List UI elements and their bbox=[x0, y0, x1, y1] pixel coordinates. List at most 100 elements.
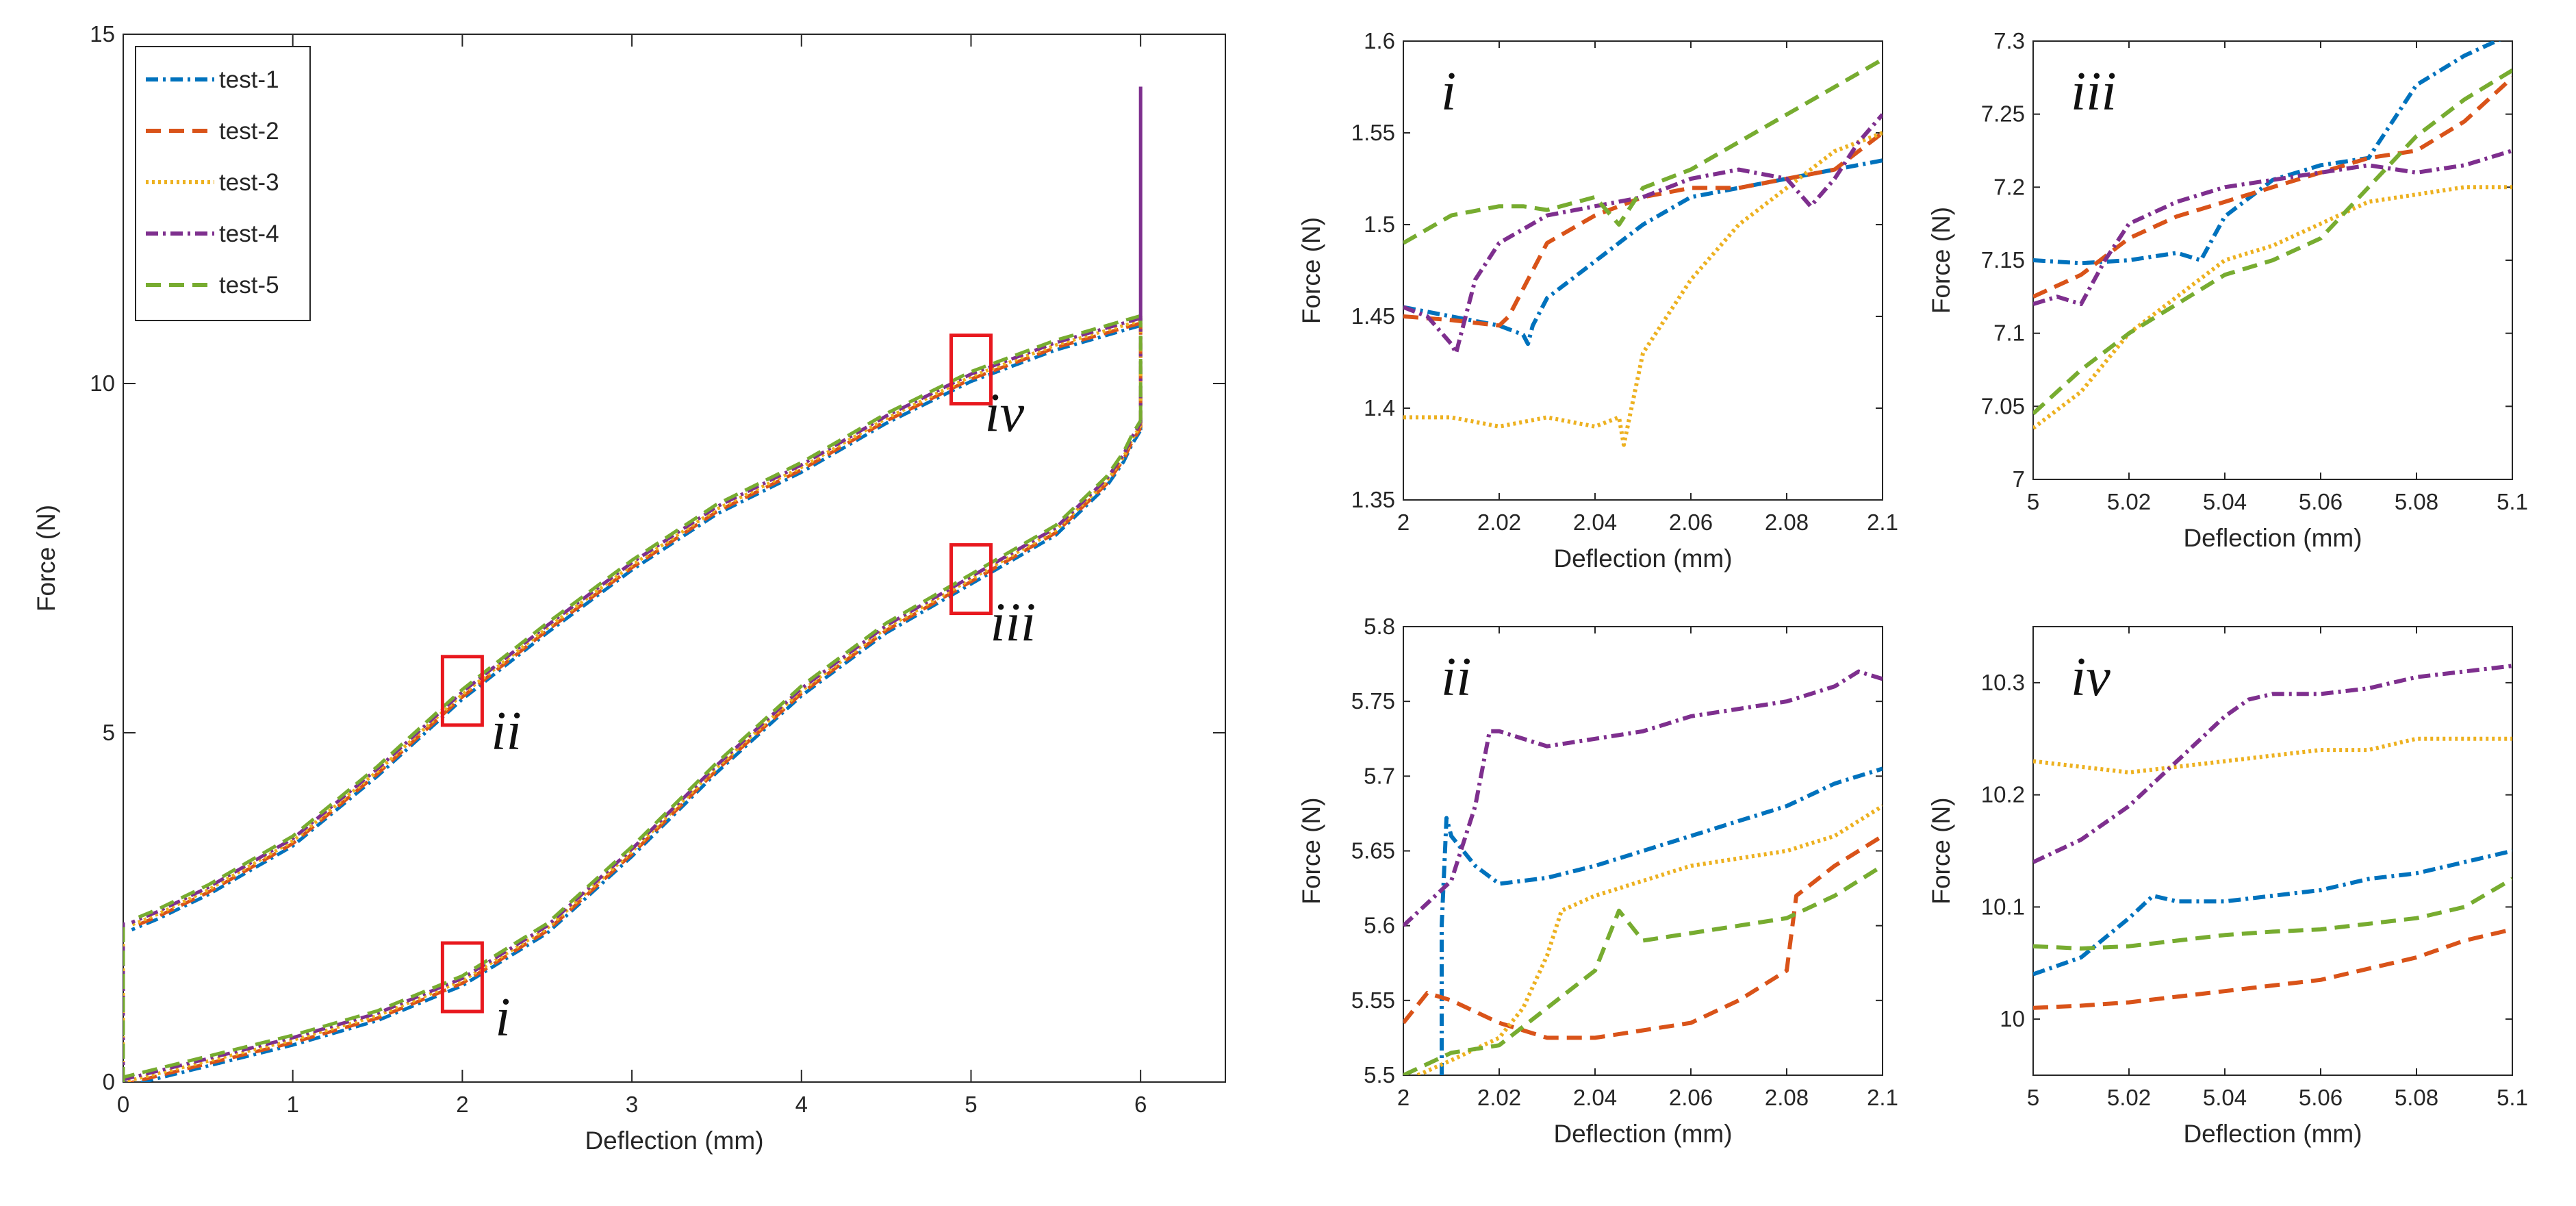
unloading-line-test-1 bbox=[131, 323, 1141, 931]
series-lines bbox=[1403, 669, 1883, 1075]
zoom-box-iii bbox=[949, 543, 993, 616]
loading-line-test-3 bbox=[123, 424, 1143, 1082]
x-axis-label: Deflection (mm) bbox=[1553, 544, 1732, 573]
x-tick-label: 2 bbox=[1397, 1085, 1410, 1110]
series-line-test-4 bbox=[1403, 669, 1883, 927]
x-tick-label: 2.02 bbox=[1477, 510, 1521, 535]
x-tick-label: 2.06 bbox=[1669, 1085, 1713, 1110]
series-line-test-1 bbox=[2033, 41, 2501, 266]
plot-i: 2 2.02 2.04 2.06 2.08 2.1 1.35 1.4 1.45 1.5 1.55 1.… bbox=[1297, 28, 1898, 573]
y-tick-label: 5 bbox=[103, 720, 115, 745]
zoom-box-iv bbox=[949, 334, 993, 406]
series-line-test-5 bbox=[1403, 58, 1883, 245]
panel-label-iii: iii bbox=[2071, 62, 2117, 122]
legend-label-test-5: test-5 bbox=[219, 272, 279, 299]
zoom-label-iii: iii bbox=[990, 593, 1036, 653]
y-tick-label: 7.2 bbox=[1993, 174, 2025, 199]
x-tick-label: 4 bbox=[795, 1092, 808, 1117]
y-axis-label: Force (N) bbox=[1927, 797, 1955, 904]
series-line-test-3 bbox=[2033, 185, 2512, 430]
x-tick-label: 2.08 bbox=[1765, 510, 1809, 535]
zoom-label-iv: iv bbox=[984, 384, 1024, 444]
plot-ii: 2 2.02 2.04 2.06 2.08 2.1 5.5 5.55 5.6 5.65 5.7 5.7… bbox=[1297, 614, 1898, 1148]
x-tick-label: 5 bbox=[2027, 489, 2039, 514]
x-tick-label: 1 bbox=[287, 1092, 299, 1117]
loading-line-test-4 bbox=[123, 422, 1143, 1081]
y-tick-label: 5.65 bbox=[1351, 838, 1395, 864]
zoom-label-ii: ii bbox=[491, 701, 521, 762]
y-axis-label: Force (N) bbox=[32, 505, 60, 612]
x-tick-label: 3 bbox=[626, 1092, 638, 1117]
legend-label-test-1: test-1 bbox=[219, 66, 279, 93]
unloading-line-test-5 bbox=[131, 314, 1141, 922]
y-tick-label: 10.3 bbox=[1981, 670, 2025, 695]
panel-label-i: i bbox=[1441, 62, 1456, 122]
axes-box bbox=[123, 34, 1226, 1083]
series-line-test-1 bbox=[1440, 766, 1883, 1075]
y-tick-label: 7.3 bbox=[1993, 28, 2025, 53]
x-axis-label: Deflection (mm) bbox=[2183, 1120, 2362, 1148]
x-tick-label: 2.1 bbox=[1867, 1085, 1898, 1110]
x-tick-label: 2.1 bbox=[1867, 510, 1898, 535]
x-tick-label: 5.02 bbox=[2107, 1085, 2151, 1110]
y-tick-label: 1.6 bbox=[1364, 28, 1395, 53]
loading-line-test-1 bbox=[123, 429, 1143, 1082]
series-lines bbox=[2033, 664, 2512, 1010]
y-axis-label: Force (N) bbox=[1297, 797, 1325, 904]
x-tick-label: 5 bbox=[2027, 1085, 2039, 1110]
series-line-test-4 bbox=[2033, 149, 2512, 306]
x-tick-label: 5.08 bbox=[2395, 1085, 2438, 1110]
legend: test-1 test-2 test-3 test-4 test-5 bbox=[135, 46, 311, 321]
series-line-test-3 bbox=[2033, 736, 2512, 775]
x-tick-label: 2.04 bbox=[1573, 510, 1617, 535]
series-line-test-4 bbox=[2033, 664, 2512, 864]
unloading-line-test-2 bbox=[131, 321, 1141, 929]
y-tick-label: 7 bbox=[2013, 466, 2025, 492]
x-tick-label: 5.04 bbox=[2203, 1085, 2247, 1110]
y-tick-label: 10.2 bbox=[1981, 782, 2025, 807]
x-axis-label: Deflection (mm) bbox=[585, 1127, 763, 1155]
x-tick-label: 5.06 bbox=[2299, 1085, 2343, 1110]
loading-line-test-5 bbox=[123, 419, 1143, 1081]
series-line-test-2 bbox=[2033, 76, 2512, 299]
x-tick-label: 2.04 bbox=[1573, 1085, 1617, 1110]
y-tick-label: 1.55 bbox=[1351, 120, 1395, 145]
x-tick-label: 5.08 bbox=[2395, 489, 2438, 514]
x-tick-label: 5.1 bbox=[2497, 489, 2528, 514]
y-tick-label: 5.7 bbox=[1364, 763, 1395, 788]
x-tick-label: 5.04 bbox=[2203, 489, 2247, 514]
x-tick-label: 5.02 bbox=[2107, 489, 2151, 514]
series-line-test-1 bbox=[1403, 158, 1883, 347]
y-tick-label: 5.8 bbox=[1364, 614, 1395, 639]
panel-label-iv: iv bbox=[2071, 647, 2110, 707]
y-tick-label: 7.15 bbox=[1981, 247, 2025, 273]
y-tick-label: 5.5 bbox=[1364, 1062, 1395, 1088]
series-line-test-5 bbox=[2033, 877, 2512, 951]
x-tick-label: 5 bbox=[965, 1092, 977, 1117]
legend-label-test-3: test-3 bbox=[219, 169, 279, 196]
series-line-test-1 bbox=[2033, 849, 2512, 977]
panel-label-ii: ii bbox=[1441, 647, 1471, 707]
unloading-line-test-3 bbox=[131, 318, 1141, 927]
x-tick-label: 2 bbox=[1397, 510, 1410, 535]
y-tick-label: 7.1 bbox=[1993, 321, 2025, 346]
y-tick-label: 10 bbox=[2000, 1006, 2025, 1031]
y-tick-label: 5.55 bbox=[1351, 988, 1395, 1013]
y-tick-label: 1.4 bbox=[1364, 395, 1395, 420]
series-line-test-5 bbox=[2033, 68, 2512, 416]
x-tick-label: 2.02 bbox=[1477, 1085, 1521, 1110]
series-line-test-3 bbox=[1403, 131, 1883, 447]
zoom-box-i bbox=[440, 941, 484, 1014]
x-tick-label: 5.06 bbox=[2299, 489, 2343, 514]
series-line-test-2 bbox=[1403, 834, 1883, 1040]
x-tick-label: 6 bbox=[1134, 1092, 1147, 1117]
y-tick-label: 1.35 bbox=[1351, 487, 1395, 512]
x-tick-label: 2.06 bbox=[1669, 510, 1713, 535]
y-tick-label: 7.25 bbox=[1981, 101, 2025, 127]
unloading-line-test-4 bbox=[131, 316, 1141, 925]
series-lines bbox=[1403, 58, 1883, 447]
x-tick-label: 2.08 bbox=[1765, 1085, 1809, 1110]
plot-iii: 5 5.02 5.04 5.06 5.08 5.1 7 7.05 7.1 7.15 7.2 7.25 7… bbox=[1927, 28, 2528, 552]
y-tick-label: 15 bbox=[90, 21, 115, 47]
y-tick-label: 10 bbox=[90, 370, 115, 396]
